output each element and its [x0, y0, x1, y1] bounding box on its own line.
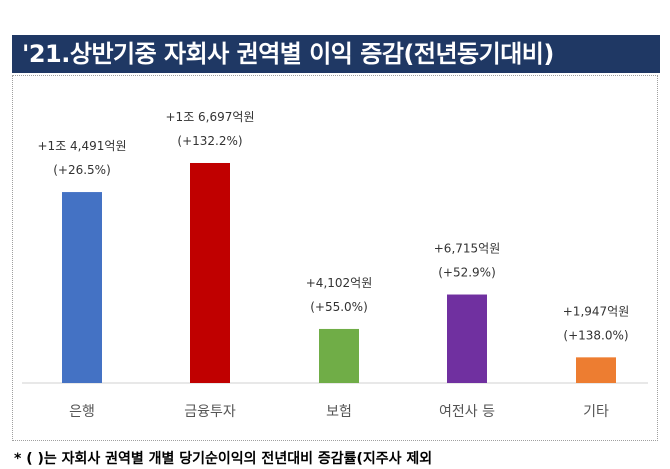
bar-chart: +1조 4,491억원 (+26.5%) 은행 +1조 6,697억원 (+132.2%… [22, 110, 648, 420]
bar-3 [319, 328, 359, 383]
category-label-1: 은행 [69, 404, 95, 420]
pct-label-2: (+132.2%) [177, 134, 242, 148]
value-label-4: +6,715억원 [434, 242, 501, 256]
category-label-4: 여전사 등 [439, 404, 495, 420]
value-label-5: +1,947억원 [563, 304, 630, 318]
value-label-3: +4,102억원 [306, 276, 373, 290]
bar-1 [62, 192, 102, 383]
pct-label-4: (+52.9%) [438, 266, 496, 280]
category-label-3: 보험 [326, 404, 352, 420]
bar-5 [576, 357, 616, 383]
bar-2 [190, 162, 230, 383]
category-label-5: 기타 [583, 404, 609, 420]
value-label-2: +1조 6,697억원 [166, 110, 255, 124]
pct-label-1: (+26.5%) [53, 163, 111, 177]
bar-4 [447, 294, 487, 383]
page-title: '21.상반기중 자회사 권역별 이익 증감(전년동기대비) [12, 35, 660, 73]
value-label-1: +1조 4,491억원 [38, 139, 127, 153]
chart-frame [12, 75, 658, 441]
pct-label-3: (+55.0%) [310, 300, 368, 314]
category-label-2: 금융투자 [184, 404, 236, 420]
footnote: * ( )는 자회사 권역별 개별 당기순이익의 전년대비 증감률(지주사 제외 [14, 451, 433, 467]
pct-label-5: (+138.0%) [563, 328, 628, 342]
